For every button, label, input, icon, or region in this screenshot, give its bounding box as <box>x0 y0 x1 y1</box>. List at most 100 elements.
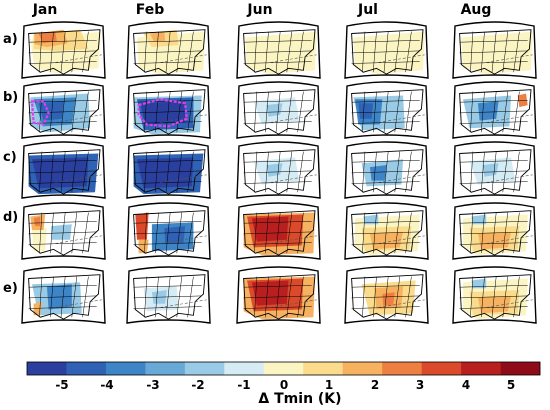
latitude-line <box>270 174 317 183</box>
coastline <box>243 274 316 320</box>
colorbar-segment <box>145 362 186 375</box>
coastline <box>28 149 101 195</box>
map-panel <box>21 141 106 199</box>
coastline <box>243 29 316 75</box>
colorbar-segment <box>421 362 462 375</box>
latitude-line <box>486 299 533 308</box>
latitude-line <box>486 54 533 63</box>
latitude-line <box>378 54 425 63</box>
significance-contour <box>137 98 188 128</box>
map-panel <box>21 266 106 324</box>
anomaly-region <box>32 157 89 189</box>
anomaly-region <box>363 214 379 225</box>
colorbar-tick: -2 <box>191 378 205 392</box>
state-borders <box>133 91 202 133</box>
colorbar-tick: 1 <box>324 378 334 392</box>
coastline <box>28 89 101 135</box>
row-label-b: b) <box>3 90 19 105</box>
row-label-e: e) <box>3 281 18 296</box>
latitude-line <box>55 174 102 183</box>
coastline <box>351 89 424 135</box>
month-label-jul: Jul <box>358 2 378 18</box>
coastline <box>133 274 206 320</box>
map-panel <box>126 141 211 199</box>
coastline <box>459 29 532 75</box>
map-panel <box>344 21 429 79</box>
anomaly-region <box>150 31 166 42</box>
latitude-line <box>486 235 533 244</box>
coastline <box>133 29 206 75</box>
latitude-line <box>270 235 317 244</box>
coastline <box>351 274 424 320</box>
latitude-line <box>270 54 317 63</box>
coastline <box>28 274 101 320</box>
map-panel <box>126 21 211 79</box>
latitude-line <box>55 299 102 308</box>
colorbar-tick: -4 <box>100 378 114 392</box>
latitude-line <box>160 54 207 63</box>
map-panel <box>21 202 106 260</box>
colorbar-tick: 5 <box>506 378 516 392</box>
map-panel <box>452 202 537 260</box>
map-panel <box>236 266 321 324</box>
latitude-line <box>160 299 207 308</box>
anomaly-region <box>369 231 404 250</box>
state-borders <box>459 212 528 254</box>
colorbar-segment <box>184 362 225 375</box>
latitude-line <box>160 235 207 244</box>
coastline <box>459 274 532 320</box>
anomaly-region <box>32 228 47 252</box>
state-borders <box>243 31 312 73</box>
state-borders <box>459 276 528 318</box>
colorbar-tick: 0 <box>279 378 289 392</box>
significance-contour <box>30 100 50 126</box>
anomaly-region <box>51 224 72 240</box>
state-borders <box>459 151 528 193</box>
row-label-c: c) <box>3 150 17 165</box>
anomaly-region <box>38 31 57 44</box>
anomaly-region <box>38 101 64 121</box>
anomaly-region <box>245 31 317 75</box>
colorbar-tick: 4 <box>461 378 471 392</box>
latitude-line <box>270 299 317 308</box>
anomaly-region <box>461 31 533 75</box>
map-panel <box>126 266 211 324</box>
colorbar-segment <box>263 362 304 375</box>
anomaly-region <box>251 216 289 242</box>
latitude-line <box>378 235 425 244</box>
coastline <box>133 210 206 256</box>
state-borders <box>133 276 202 318</box>
row-label-a: a) <box>3 32 18 47</box>
colorbar-segment <box>303 362 343 375</box>
state-borders <box>351 151 420 193</box>
colorbar-tick: 3 <box>415 378 425 392</box>
coastline <box>133 89 206 135</box>
state-borders <box>133 212 202 254</box>
anomaly-region <box>477 295 512 314</box>
map-panel <box>452 266 537 324</box>
state-borders <box>243 276 312 318</box>
coastline <box>243 210 316 256</box>
map-panel <box>21 81 106 139</box>
coastline <box>459 149 532 195</box>
anomaly-region <box>471 278 487 289</box>
anomaly-region <box>477 101 499 121</box>
colorbar-tick: -1 <box>237 378 251 392</box>
anomaly-region <box>482 163 499 177</box>
anomaly-region <box>477 231 512 250</box>
month-label-jan: Jan <box>32 2 58 18</box>
state-borders <box>351 91 420 133</box>
latitude-line <box>270 114 317 123</box>
coastline <box>243 149 316 195</box>
map-panel <box>452 81 537 139</box>
state-borders <box>133 151 202 193</box>
coastline <box>351 149 424 195</box>
map-panel <box>344 266 429 324</box>
anomaly-region <box>137 157 194 189</box>
month-label-aug: Aug <box>460 2 492 18</box>
map-panel <box>21 21 106 79</box>
state-borders <box>243 212 312 254</box>
anomaly-region <box>266 103 283 117</box>
state-borders <box>243 151 312 193</box>
